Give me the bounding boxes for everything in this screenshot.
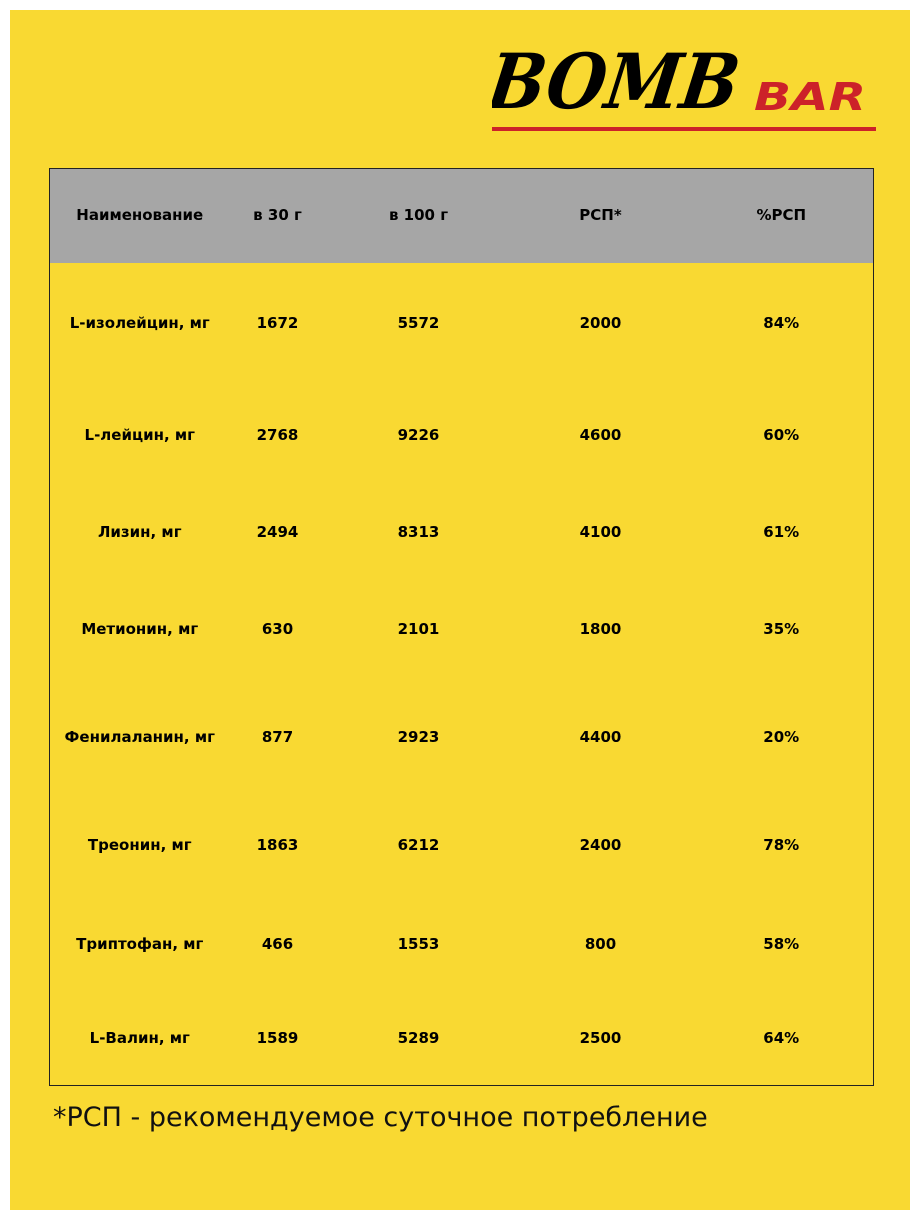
- svg-text:BOMB: BOMB: [492, 37, 745, 127]
- table-cell: 2101: [397, 620, 440, 638]
- column-header: Наименование: [76, 206, 204, 225]
- table-cell: Треонин, мг: [87, 836, 192, 854]
- table-header: Наименование в 30 г в 100 г РСП* %РСП: [49, 168, 874, 263]
- table-cell: 2500: [579, 1028, 622, 1047]
- table-cell: 9226: [397, 426, 440, 444]
- column-header: в 30 г: [253, 206, 302, 225]
- table-cell: 84%: [763, 314, 800, 332]
- table-row: Фенилаланин, мг 877 2923 4400 20%: [50, 681, 874, 794]
- table-cell: Фенилаланин, мг: [64, 727, 215, 746]
- table-cell: 61%: [763, 523, 800, 541]
- column-header: %РСП: [756, 206, 807, 225]
- table-cell: 78%: [763, 836, 800, 854]
- table-cell: 1672: [256, 314, 299, 332]
- table-cell: 2400: [579, 836, 622, 854]
- table-row: L-Валин, мг 1589 5289 2500 64%: [50, 992, 874, 1086]
- table-cell: 877: [261, 727, 294, 746]
- table-cell: 2768: [256, 426, 299, 444]
- table-cell: 58%: [763, 935, 800, 953]
- bombbar-logo: BOMB BAR: [492, 37, 876, 131]
- table-cell: 466: [261, 935, 294, 953]
- table-cell: 1553: [397, 935, 440, 953]
- table-cell: 20%: [763, 727, 800, 746]
- table-cell: L-изолейцин, мг: [69, 314, 210, 332]
- table-cell: 8313: [397, 523, 440, 541]
- table-cell: 60%: [763, 426, 800, 444]
- table-cell: Метионин, мг: [81, 620, 199, 638]
- table-cell: L-Валин, мг: [89, 1028, 190, 1047]
- table-cell: 630: [261, 620, 294, 638]
- table-cell: 35%: [763, 620, 800, 638]
- table-cell: 5289: [397, 1028, 440, 1047]
- table-row: Триптофан, мг 466 1553 800 58%: [50, 898, 874, 992]
- table-row: L-изолейцин, мг 1672 5572 2000 84%: [50, 263, 874, 385]
- table-cell: 2000: [579, 314, 622, 332]
- table-cell: 5572: [397, 314, 440, 332]
- table-cell: 64%: [763, 1028, 800, 1047]
- column-header: РСП*: [579, 206, 622, 225]
- column-header: в 100 г: [388, 206, 449, 225]
- table-cell: 4600: [579, 426, 622, 444]
- table-cell: 2494: [256, 523, 299, 541]
- table-cell: 1863: [256, 836, 299, 854]
- footnote: *РСП - рекомендуемое суточное потреблени…: [53, 1102, 708, 1133]
- table-row: Метионин, мг 630 2101 1800 35%: [50, 579, 874, 681]
- svg-text:BAR: BAR: [754, 75, 866, 119]
- table-cell: 4400: [579, 727, 622, 746]
- table-cell: 4100: [579, 523, 622, 541]
- table-cell: Триптофан, мг: [76, 935, 204, 953]
- table-row: Лизин, мг 2494 8313 4100 61%: [50, 487, 874, 579]
- page: [10, 10, 910, 1210]
- amino-acid-table: Наименование в 30 г в 100 г РСП* %РСП L-изол…: [49, 168, 874, 1086]
- table-cell: 6212: [397, 836, 440, 854]
- table-cell: 800: [584, 935, 617, 953]
- table-cell: 2923: [397, 727, 440, 746]
- table-cell: 1800: [579, 620, 622, 638]
- table-cell: 1589: [256, 1028, 299, 1047]
- table-cell: L-лейцин, мг: [84, 426, 195, 444]
- table-cell: Лизин, мг: [97, 523, 182, 541]
- table-row: L-лейцин, мг 2768 9226 4600 60%: [50, 385, 874, 487]
- table-row: Треонин, мг 1863 6212 2400 78%: [50, 794, 874, 898]
